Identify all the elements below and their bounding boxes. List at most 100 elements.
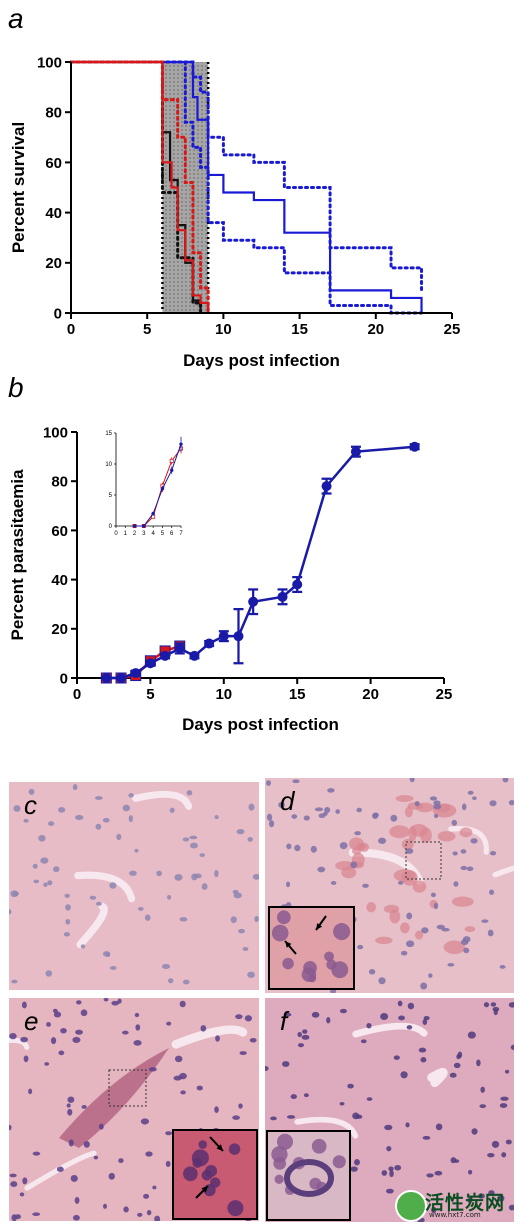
cell-nucleus [9, 1032, 17, 1040]
cell-nucleus [95, 823, 102, 830]
cell-nucleus [327, 788, 335, 793]
vessel-lumen [132, 790, 193, 810]
cell-nucleus [11, 979, 18, 984]
cell-nucleus [74, 1196, 80, 1204]
cell-nucleus [366, 1097, 373, 1101]
cell-nucleus [83, 1140, 90, 1148]
y-tick-label: 40 [51, 572, 68, 589]
cell-nucleus [317, 866, 326, 873]
cell-nucleus [397, 1000, 403, 1007]
zoom-cell [205, 1165, 218, 1178]
cell-nucleus [72, 784, 78, 791]
cellular-infiltrate [59, 1048, 169, 1148]
micrograph-panels: c d e f [9, 778, 514, 1222]
cell-nucleus [461, 803, 467, 811]
cell-nucleus [420, 982, 428, 990]
cell-nucleus [122, 1030, 129, 1035]
x-tick-label: 5 [146, 686, 154, 703]
cell-nucleus [505, 1139, 512, 1145]
cell-nucleus [467, 790, 474, 795]
cell-nucleus [244, 1015, 253, 1022]
cell-nucleus [488, 1190, 495, 1196]
cell-nucleus [388, 1166, 394, 1172]
data-point-circle [321, 481, 332, 492]
cell-nucleus [109, 882, 117, 889]
inset-series-line [134, 443, 182, 527]
cell-nucleus [47, 880, 53, 886]
cell-nucleus [179, 1000, 186, 1008]
y-tick-label: 60 [51, 523, 68, 540]
cell-nucleus [239, 1051, 247, 1056]
cell-nucleus [435, 1123, 443, 1131]
cell-nucleus [428, 973, 433, 978]
cell-nucleus [47, 821, 55, 826]
inset-y-tick-label: 10 [105, 462, 112, 468]
hemorrhage-spot [404, 806, 413, 818]
cell-nucleus [422, 1018, 428, 1026]
cell-nucleus [58, 1050, 65, 1056]
hemorrhage-spot [459, 827, 473, 838]
cell-nucleus [40, 857, 49, 864]
cell-nucleus [23, 818, 29, 823]
inset-point-circle [132, 524, 137, 528]
cell-nucleus [377, 837, 387, 844]
y-tick-label: 0 [54, 305, 62, 322]
cell-nucleus [406, 1025, 413, 1030]
cell-nucleus [145, 1151, 153, 1157]
cell-nucleus [32, 863, 38, 869]
cell-nucleus [191, 873, 198, 881]
cell-nucleus [196, 1085, 203, 1091]
cell-nucleus [285, 881, 291, 888]
cell-nucleus [433, 902, 439, 910]
cell-nucleus [326, 1017, 331, 1024]
arrow-head-icon [201, 1186, 208, 1193]
cell-nucleus [168, 978, 174, 984]
y-tick-label: 100 [37, 54, 62, 71]
cell-nucleus [393, 1055, 400, 1060]
hemorrhage-spot [412, 880, 427, 893]
survival-chart: 0 5 10 15 20 25 0 20 40 60 80 100 Days post infectio… [9, 54, 460, 370]
cell-nucleus [466, 866, 474, 872]
hemorrhage-spot [451, 896, 474, 907]
cell-nucleus [487, 1152, 495, 1158]
x-tick-label: 15 [291, 321, 308, 338]
cell-nucleus [156, 870, 162, 877]
cell-nucleus [174, 1055, 183, 1063]
cell-nucleus [460, 849, 467, 854]
cell-nucleus [89, 895, 97, 900]
y-tick-label: 40 [45, 205, 62, 222]
x-tick-label: 10 [215, 686, 232, 703]
cell-nucleus [248, 803, 255, 811]
cell-nucleus [441, 927, 450, 932]
cell-nucleus [135, 1024, 141, 1031]
cell-nucleus [252, 874, 259, 880]
data-point-circle [277, 591, 288, 602]
inset-point-circle [142, 524, 146, 528]
cell-nucleus [133, 1039, 142, 1046]
data-point-circle [101, 673, 112, 683]
cell-nucleus [265, 1066, 269, 1071]
y-tick-label: 0 [60, 670, 68, 687]
cell-nucleus [152, 1185, 157, 1190]
cell-nucleus [418, 1047, 427, 1053]
cell-nucleus [169, 807, 175, 813]
cell-nucleus [134, 1012, 140, 1018]
cell-nucleus [189, 835, 198, 840]
vessel-lumen [9, 1037, 30, 1050]
cell-nucleus [174, 873, 183, 881]
cell-nucleus [46, 1022, 51, 1027]
cell-nucleus [414, 800, 420, 807]
cell-nucleus [451, 819, 458, 826]
zoom-cell [309, 1177, 322, 1190]
arrow-head-icon [285, 941, 292, 948]
cell-nucleus [290, 1094, 297, 1100]
cell-nucleus [467, 1197, 473, 1203]
cell-nucleus [303, 1093, 309, 1098]
cell-nucleus [449, 1072, 457, 1078]
hemorrhage-spot [393, 869, 416, 882]
cell-nucleus [81, 1105, 87, 1109]
hemorrhage-spot [443, 940, 466, 954]
x-tick-label: 20 [367, 321, 384, 338]
zoom-region-box [405, 841, 442, 880]
y-axis-title: Percent survival [9, 122, 28, 253]
